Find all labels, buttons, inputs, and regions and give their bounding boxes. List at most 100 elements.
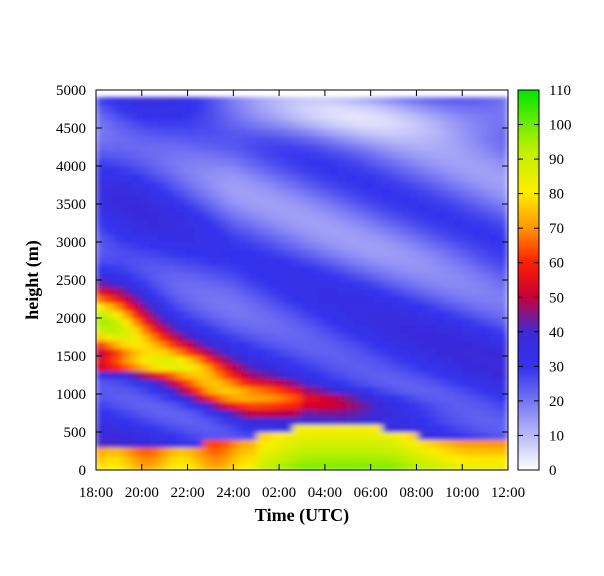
heatmap-cell — [346, 135, 357, 144]
heatmap-cell — [382, 165, 393, 175]
heatmap-cell — [462, 423, 473, 433]
heatmap-cell — [498, 188, 508, 197]
heatmap-cell — [337, 104, 348, 114]
heatmap-cell — [167, 127, 178, 137]
heatmap-cell — [96, 104, 106, 114]
heatmap-cell — [355, 317, 366, 327]
heatmap-cell — [328, 317, 339, 327]
heatmap-cell — [328, 271, 339, 281]
heatmap-cell — [373, 195, 384, 205]
heatmap-cell — [337, 302, 348, 311]
heatmap-cell — [373, 347, 384, 357]
heatmap-cell — [417, 355, 428, 365]
heatmap-cell — [140, 119, 151, 129]
heatmap-cell — [301, 249, 312, 258]
heatmap-cell — [417, 188, 428, 197]
heatmap-cell — [480, 142, 491, 152]
heatmap-cell — [471, 347, 482, 357]
heatmap-cell — [453, 195, 464, 205]
heatmap-cell — [310, 188, 321, 197]
heatmap-cell — [167, 150, 178, 159]
heatmap-cell — [435, 287, 446, 296]
heatmap-cell — [104, 439, 115, 448]
heatmap-cell — [176, 446, 187, 456]
heatmap-cell — [337, 423, 348, 433]
heatmap-cell — [328, 264, 339, 273]
heatmap-cell — [194, 195, 204, 205]
heatmap-cell — [283, 211, 294, 220]
colorbar-tick-label: 20 — [549, 394, 564, 410]
heatmap-cell — [355, 302, 366, 311]
heatmap-cell — [319, 165, 330, 175]
heatmap-cell — [301, 271, 312, 281]
heatmap-cell — [149, 264, 160, 273]
heatmap-cell — [391, 157, 402, 167]
heatmap-cell — [158, 340, 169, 349]
heatmap-cell — [328, 431, 339, 441]
heatmap-cell — [220, 416, 231, 425]
heatmap-cell — [185, 127, 196, 137]
heatmap-cell — [140, 271, 151, 281]
heatmap-cell — [382, 302, 393, 311]
heatmap-cell — [364, 370, 375, 380]
heatmap-cell — [435, 233, 446, 243]
heatmap-cell — [247, 271, 258, 281]
heatmap-cell — [355, 127, 366, 137]
heatmap-cell — [480, 439, 491, 448]
heatmap-cell — [194, 135, 204, 144]
heatmap-cell — [283, 332, 294, 342]
heatmap-cell — [346, 157, 357, 167]
heatmap-cell — [373, 401, 384, 410]
heatmap-cell — [337, 180, 348, 190]
heatmap-cell — [292, 241, 303, 251]
heatmap-cell — [149, 370, 160, 380]
heatmap-cell — [283, 97, 294, 106]
heatmap-cell — [229, 165, 240, 175]
heatmap-cell — [185, 446, 196, 456]
heatmap-cell — [176, 97, 187, 106]
heatmap-cell — [113, 226, 124, 235]
heatmap-cell — [283, 401, 294, 410]
heatmap-cell — [194, 264, 204, 273]
heatmap-cell — [176, 256, 187, 266]
heatmap-cell — [274, 370, 285, 380]
heatmap-cell — [453, 461, 464, 470]
heatmap-cell — [220, 142, 231, 152]
heatmap-cell — [131, 279, 142, 289]
heatmap-cell — [453, 256, 464, 266]
colorbar-tick-label: 40 — [549, 325, 564, 341]
heatmap-cell — [167, 249, 178, 258]
heatmap-cell — [426, 461, 437, 470]
heatmap-cell — [382, 119, 393, 129]
heatmap-cell — [471, 340, 482, 349]
heatmap-cell — [489, 233, 500, 243]
heatmap-cell — [382, 423, 393, 433]
heatmap-cell — [256, 150, 267, 159]
heatmap-cell — [364, 256, 375, 266]
heatmap-cell — [301, 112, 312, 121]
heatmap-cell — [229, 401, 240, 410]
heatmap-cell — [382, 385, 393, 395]
heatmap-cell — [453, 104, 464, 114]
heatmap-cell — [444, 271, 455, 281]
heatmap-cell — [480, 112, 491, 121]
heatmap-cell — [104, 317, 115, 327]
heatmap-cell — [489, 127, 500, 137]
heatmap-cell — [328, 203, 339, 213]
heatmap-cell — [364, 309, 375, 319]
heatmap-cell — [400, 271, 410, 281]
heatmap-cell — [426, 195, 437, 205]
heatmap-cell — [373, 363, 384, 372]
heatmap-cell — [167, 241, 178, 251]
heatmap-cell — [238, 287, 249, 296]
heatmap-cell — [229, 135, 240, 144]
heatmap-cell — [256, 446, 267, 456]
heatmap-cell — [471, 317, 482, 327]
heatmap-cell — [373, 416, 384, 425]
heatmap-cell — [158, 104, 169, 114]
heatmap-cell — [185, 317, 196, 327]
heatmap-cell — [131, 142, 142, 152]
heatmap-cell — [265, 340, 276, 349]
heatmap-cell — [247, 157, 258, 167]
heatmap-cell — [220, 173, 231, 182]
